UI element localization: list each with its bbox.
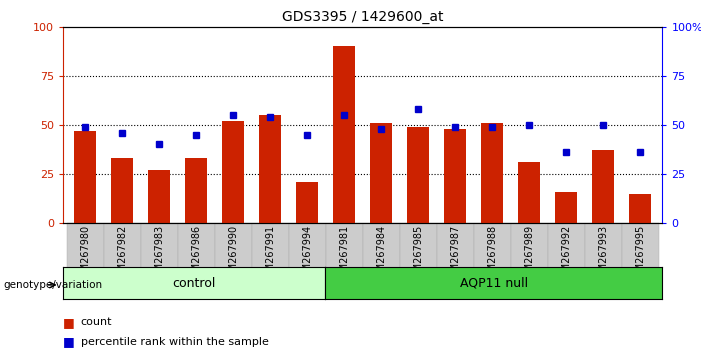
Bar — [333, 46, 355, 223]
Text: genotype/variation: genotype/variation — [4, 280, 102, 290]
Bar — [215, 223, 252, 286]
Bar — [407, 127, 429, 223]
Bar — [141, 223, 178, 286]
Bar — [629, 194, 651, 223]
Text: AQP11 null: AQP11 null — [460, 277, 528, 290]
Bar — [111, 158, 133, 223]
Bar — [363, 223, 400, 286]
Bar — [74, 131, 96, 223]
Bar — [518, 162, 540, 223]
Bar — [259, 115, 281, 223]
Bar — [585, 223, 622, 286]
Text: ■: ■ — [63, 335, 75, 348]
Bar — [474, 223, 511, 286]
Bar — [222, 121, 245, 223]
Bar — [326, 223, 363, 286]
Bar — [511, 223, 547, 286]
Text: ■: ■ — [63, 316, 75, 329]
Bar — [297, 182, 318, 223]
Text: count: count — [81, 317, 112, 327]
Bar — [148, 170, 170, 223]
Bar — [289, 223, 326, 286]
Text: control: control — [172, 277, 216, 290]
Bar — [592, 150, 614, 223]
Bar — [622, 223, 659, 286]
Bar — [185, 158, 207, 223]
Bar — [178, 223, 215, 286]
Bar — [104, 223, 141, 286]
Bar — [547, 223, 585, 286]
Text: percentile rank within the sample: percentile rank within the sample — [81, 337, 268, 347]
Title: GDS3395 / 1429600_at: GDS3395 / 1429600_at — [282, 10, 444, 24]
Bar — [555, 192, 578, 223]
Bar — [437, 223, 474, 286]
Bar — [400, 223, 437, 286]
Bar — [444, 129, 466, 223]
Bar — [481, 123, 503, 223]
Bar — [370, 123, 393, 223]
Bar — [252, 223, 289, 286]
Bar — [67, 223, 104, 286]
